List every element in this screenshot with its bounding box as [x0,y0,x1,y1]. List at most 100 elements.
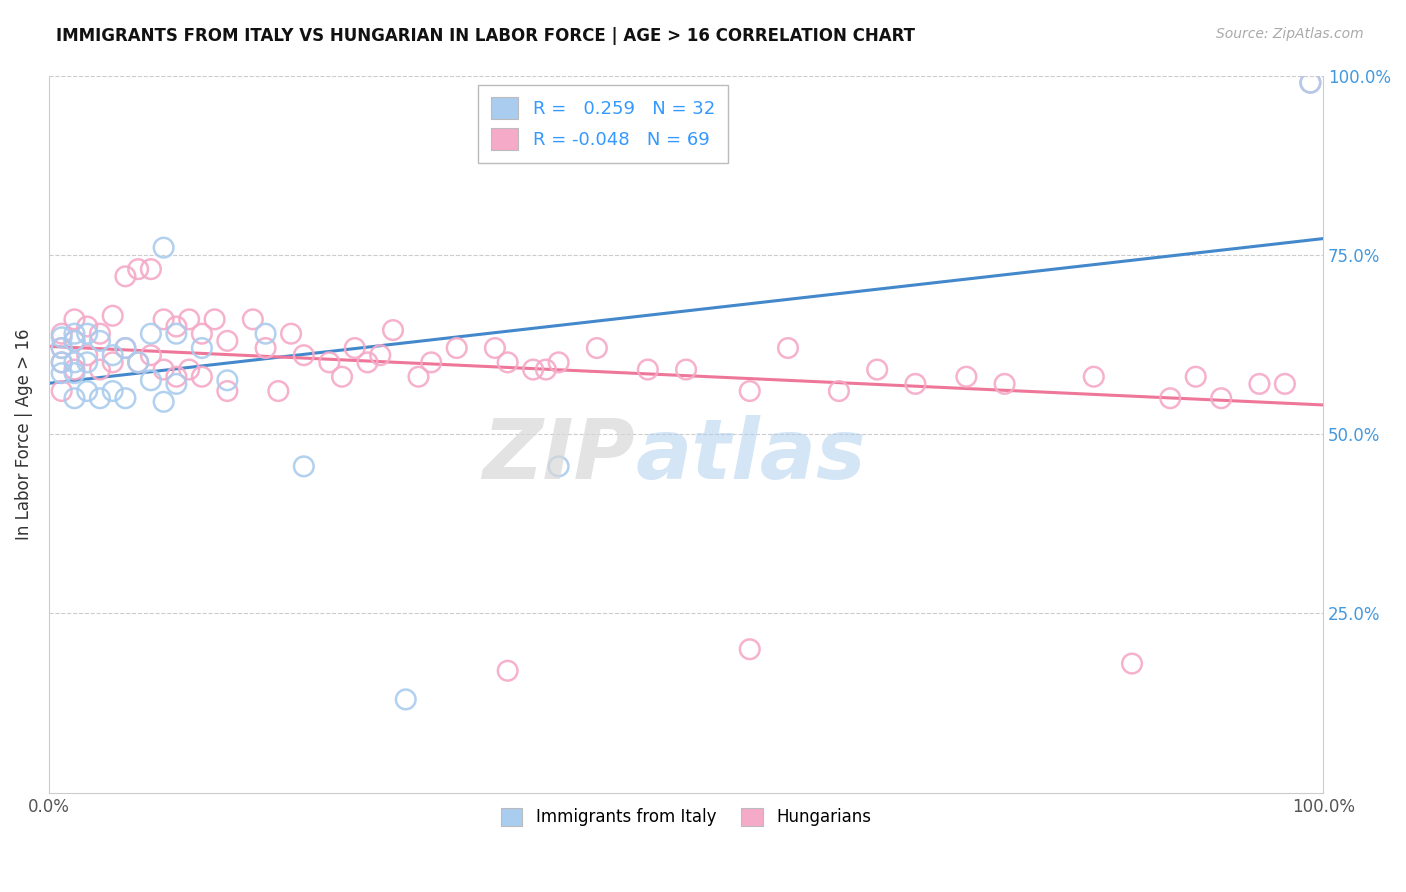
Point [51,366,73,380]
Point [114,341,136,355]
Point [152,241,174,255]
Point [1274,376,1296,391]
Point [165,326,187,341]
Point [547,355,569,369]
Point [330,369,353,384]
Point [63,362,86,376]
Point [675,362,697,376]
Text: ZIP: ZIP [482,415,636,496]
Point [204,312,226,326]
Point [101,355,124,369]
Point [217,384,239,398]
Point [1083,369,1105,384]
Point [318,355,340,369]
Point [63,334,86,348]
Point [280,326,302,341]
Point [152,312,174,326]
Point [866,362,889,376]
Point [217,334,239,348]
Point [114,341,136,355]
Point [496,664,519,678]
Point [179,362,201,376]
Text: IMMIGRANTS FROM ITALY VS HUNGARIAN IN LABOR FORCE | AGE > 16 CORRELATION CHART: IMMIGRANTS FROM ITALY VS HUNGARIAN IN LA… [56,27,915,45]
Point [356,355,378,369]
Point [63,312,86,326]
Point [1299,76,1322,90]
Point [139,262,162,277]
Point [101,309,124,323]
Point [395,692,418,706]
Text: atlas: atlas [636,415,866,496]
Point [76,348,98,362]
Point [51,355,73,369]
Point [152,394,174,409]
Point [165,376,187,391]
Point [292,348,315,362]
Point [51,384,73,398]
Point [1159,391,1181,405]
Point [776,341,799,355]
Point [1121,657,1143,671]
Point [101,384,124,398]
Point [408,369,430,384]
Point [63,326,86,341]
Point [242,312,264,326]
Point [191,369,214,384]
Point [114,391,136,405]
Point [738,384,761,398]
Point [139,326,162,341]
Point [1249,376,1271,391]
Point [191,341,214,355]
Y-axis label: In Labor Force | Age > 16: In Labor Force | Age > 16 [15,328,32,540]
Point [51,355,73,369]
Point [165,319,187,334]
Point [63,355,86,369]
Point [343,341,366,355]
Point [292,459,315,474]
Point [267,384,290,398]
Point [165,369,187,384]
Text: Source: ZipAtlas.com: Source: ZipAtlas.com [1216,27,1364,41]
Point [484,341,506,355]
Point [1211,391,1233,405]
Point [89,326,111,341]
Point [217,373,239,387]
Point [738,642,761,657]
Point [496,355,519,369]
Point [139,373,162,387]
Point [51,330,73,344]
Point [76,319,98,334]
Point [76,384,98,398]
Point [904,376,927,391]
Point [127,355,149,369]
Point [51,326,73,341]
Point [179,312,201,326]
Point [547,459,569,474]
Point [522,362,544,376]
Point [382,323,405,337]
Point [101,348,124,362]
Point [89,362,111,376]
Point [368,348,391,362]
Point [534,362,557,376]
Point [191,326,214,341]
Point [51,341,73,355]
Point [139,348,162,362]
Legend: Immigrants from Italy, Hungarians: Immigrants from Italy, Hungarians [492,799,880,835]
Point [828,384,851,398]
Point [955,369,977,384]
Point [1184,369,1206,384]
Point [114,269,136,284]
Point [63,366,86,380]
Point [63,391,86,405]
Point [76,326,98,341]
Point [127,262,149,277]
Point [446,341,468,355]
Point [127,355,149,369]
Point [420,355,443,369]
Point [1299,76,1322,90]
Point [586,341,609,355]
Point [152,362,174,376]
Point [637,362,659,376]
Point [254,341,277,355]
